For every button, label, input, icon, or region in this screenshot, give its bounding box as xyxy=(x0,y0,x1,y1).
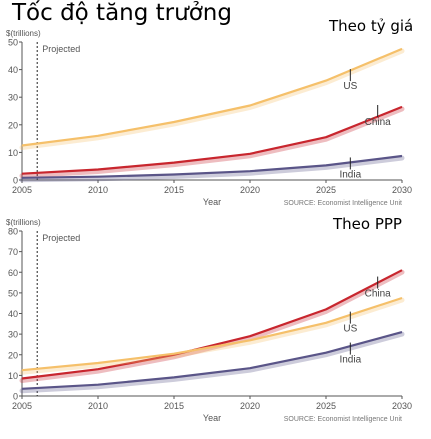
panel1-projected-label: Projected xyxy=(42,44,80,54)
panel-title-exchange-rate: Theo tỷ giá xyxy=(329,17,414,35)
panel1-x-tick-label: 2010 xyxy=(88,185,108,195)
panel2-y-tick-label: 80 xyxy=(8,227,18,237)
panel2-series-line-china xyxy=(21,269,403,380)
panel2-y-tick-label: 10 xyxy=(8,371,18,381)
panel2-series-shadow-us xyxy=(19,297,405,375)
panel1-y-tick-label: 50 xyxy=(8,38,18,48)
panel2-y-axis-title: $(trillions) xyxy=(6,218,41,227)
panel1-x-tick-label: 2005 xyxy=(12,185,32,195)
panel1-series-label-china: China xyxy=(365,117,392,128)
panel2-x-tick-label: 2015 xyxy=(164,401,184,411)
chart-main-title: Tốc độ tăng trưởng xyxy=(12,0,232,26)
panel2-source-note: SOURCE: Economist Intelligence Unit xyxy=(284,416,402,423)
panel1-y-tick-label: 0 xyxy=(13,176,18,186)
panel2-x-tick-label: 2030 xyxy=(392,401,412,411)
panel2-x-tick-label: 2020 xyxy=(240,401,260,411)
panel2-y-tick-label: 30 xyxy=(8,330,18,340)
panel1-x-axis-title: Year xyxy=(203,197,221,207)
panel2-y-tick-label: 60 xyxy=(8,268,18,278)
panel1-series-label-india: India xyxy=(339,169,361,180)
panel1-series-shadow-us xyxy=(19,48,405,150)
panel1-series-line-india xyxy=(21,154,403,179)
panel1-series-shadow-china xyxy=(19,106,405,179)
panel2-series-label-china: China xyxy=(365,289,392,300)
panel2-y-tick-label: 50 xyxy=(8,288,18,298)
panel1-x-tick-label: 2025 xyxy=(316,185,336,195)
panel2-projected-label: Projected xyxy=(42,233,80,243)
panel1-y-tick-label: 40 xyxy=(8,65,18,75)
panel2-x-tick-label: 2005 xyxy=(12,401,32,411)
panel2-x-tick-label: 2010 xyxy=(88,401,108,411)
panel2-x-tick-label: 2025 xyxy=(316,401,336,411)
panel1-y-axis-title: $(trillions) xyxy=(6,29,41,38)
panel1-x-tick-label: 2030 xyxy=(392,185,412,195)
panel1-series-label-us: US xyxy=(343,81,357,92)
panel1-series-line-us xyxy=(21,47,403,147)
panel2-x-axis-title: Year xyxy=(203,413,221,423)
panel1-series-line-china xyxy=(21,105,403,175)
panel2-series-line-us xyxy=(21,296,403,372)
panel1-y-tick-label: 30 xyxy=(8,93,18,103)
panel1-y-tick-label: 20 xyxy=(8,120,18,130)
panel1-source-note: SOURCE: Economist Intelligence Unit xyxy=(284,200,402,207)
panel1-x-tick-label: 2020 xyxy=(240,185,260,195)
panel1-x-tick-label: 2015 xyxy=(164,185,184,195)
panel2-series-line-india xyxy=(21,331,403,390)
panel2-y-tick-label: 40 xyxy=(8,309,18,319)
panel2-y-tick-label: 20 xyxy=(8,350,18,360)
panel2-series-label-us: US xyxy=(343,324,357,335)
panel1-y-tick-label: 10 xyxy=(8,148,18,158)
panel2-y-tick-label: 70 xyxy=(8,247,18,257)
panel-title-ppp: Theo PPP xyxy=(333,215,402,233)
panel2-y-tick-label: 0 xyxy=(13,392,18,402)
panel2-series-shadow-india xyxy=(19,331,405,394)
panel1-series-shadow-india xyxy=(19,155,405,183)
panel2-series-label-india: India xyxy=(339,355,361,366)
